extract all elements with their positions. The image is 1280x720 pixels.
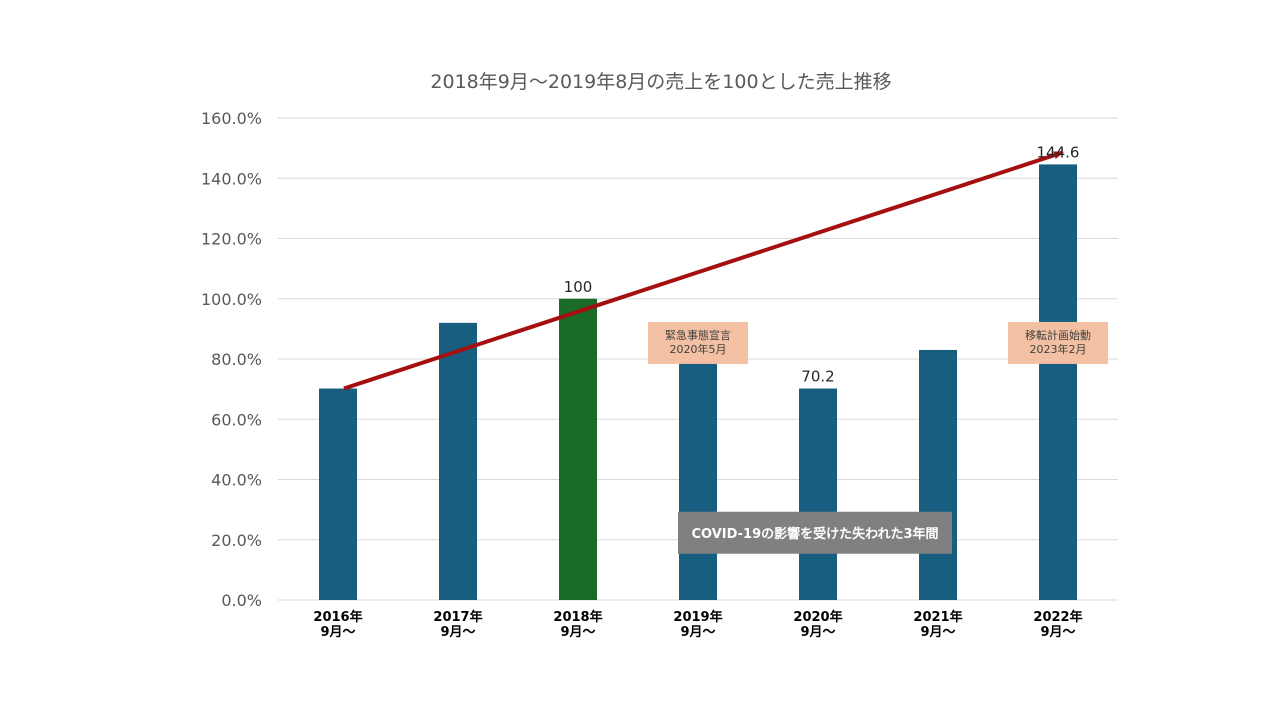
bar [1039,164,1077,600]
trend-arrow [343,150,1064,391]
callout-text: 移転計画始動 [1025,328,1091,342]
callout-text: 2023年2月 [1030,342,1087,356]
x-tick-label: 2017年 [433,609,482,625]
bar [799,388,837,600]
bar [319,388,357,600]
x-tick-label: 2020年 [793,609,842,625]
bar [919,349,957,600]
y-tick-label: 60.0% [211,410,262,429]
x-tick-label: 9月～ [800,625,835,640]
y-tick-label: 160.0% [201,109,262,128]
data-label: 144.6 [1037,143,1080,161]
y-tick-label: 40.0% [211,471,262,490]
callout-text: 2020年5月 [670,342,727,356]
x-tick-label: 2022年 [1033,609,1082,625]
data-label: 70.2 [801,368,834,386]
callout-text: 緊急事態宣言 [665,328,731,342]
data-label: 100 [564,278,593,296]
callout-box [648,321,748,364]
x-tick-label: 2021年 [913,609,962,625]
x-tick-label: 9月～ [920,625,955,640]
bar-highlight [559,298,597,600]
bar [439,322,477,600]
x-tick-label: 9月～ [440,625,475,640]
covid-note-text: COVID-19の影響を受けた失われた3年間 [691,526,938,542]
y-tick-label: 120.0% [201,230,262,249]
x-tick-label: 2019年 [673,609,722,625]
bar [679,343,717,600]
x-tick-label: 9月～ [680,625,715,640]
x-tick-label: 2018年 [553,609,602,625]
y-tick-label: 20.0% [211,531,262,550]
x-tick-label: 9月～ [560,625,595,640]
covid-note-box [678,511,952,554]
callout-box [1008,321,1108,364]
x-tick-label: 9月～ [320,625,355,640]
y-tick-label: 0.0% [221,591,262,610]
y-tick-label: 140.0% [201,169,262,188]
x-tick-label: 9月～ [1040,625,1075,640]
y-tick-label: 80.0% [211,350,262,369]
x-tick-label: 2016年 [313,609,362,625]
y-tick-label: 100.0% [201,290,262,309]
chart-title: 2018年9月～2019年8月の売上を100とした売上推移 [430,71,891,93]
